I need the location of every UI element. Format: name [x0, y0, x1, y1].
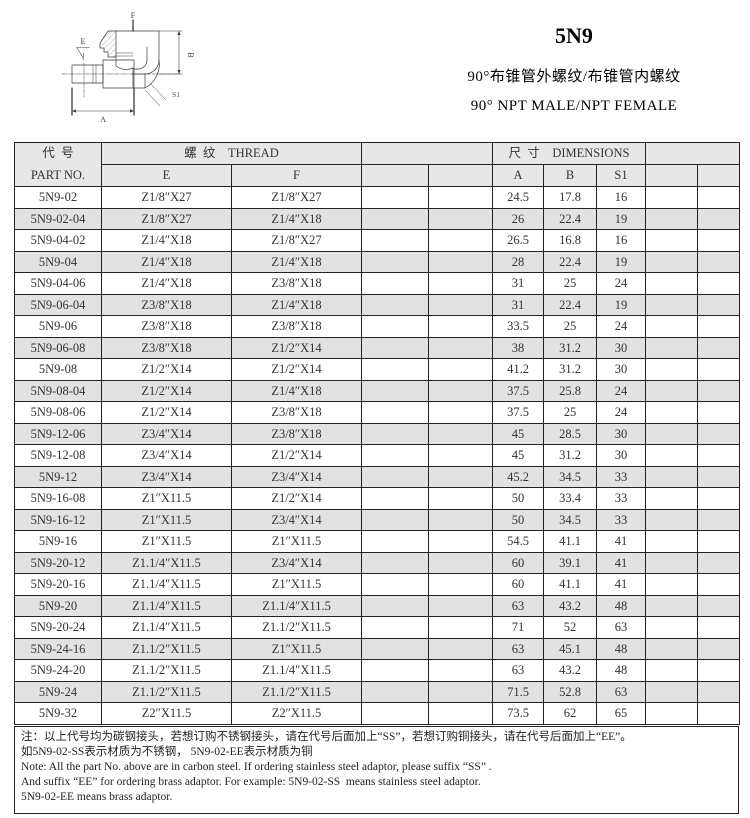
svg-text:B: B [186, 52, 195, 57]
svg-text:A: A [100, 115, 106, 124]
svg-text:E: E [81, 37, 86, 46]
svg-text:S1: S1 [172, 90, 180, 99]
svg-text:F: F [131, 11, 136, 20]
